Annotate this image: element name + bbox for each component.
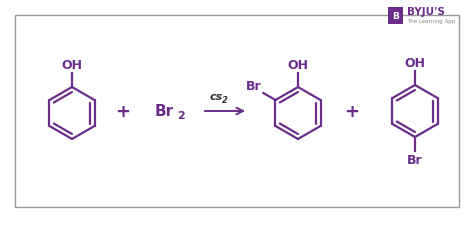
Text: BYJU'S: BYJU'S <box>407 7 445 17</box>
Text: +: + <box>116 103 130 120</box>
Text: Br: Br <box>407 153 423 166</box>
Text: +: + <box>345 103 359 120</box>
Text: OH: OH <box>404 57 426 70</box>
Text: 2: 2 <box>177 111 185 120</box>
Text: OH: OH <box>62 59 82 72</box>
Text: OH: OH <box>288 59 309 72</box>
Text: Br: Br <box>246 80 261 93</box>
Text: Br: Br <box>155 103 174 118</box>
Text: The Learning App: The Learning App <box>407 18 455 23</box>
Text: 2: 2 <box>222 95 228 105</box>
Bar <box>15 16 459 207</box>
Bar <box>388 8 403 25</box>
Text: B: B <box>392 12 399 21</box>
Text: cs: cs <box>210 92 223 101</box>
